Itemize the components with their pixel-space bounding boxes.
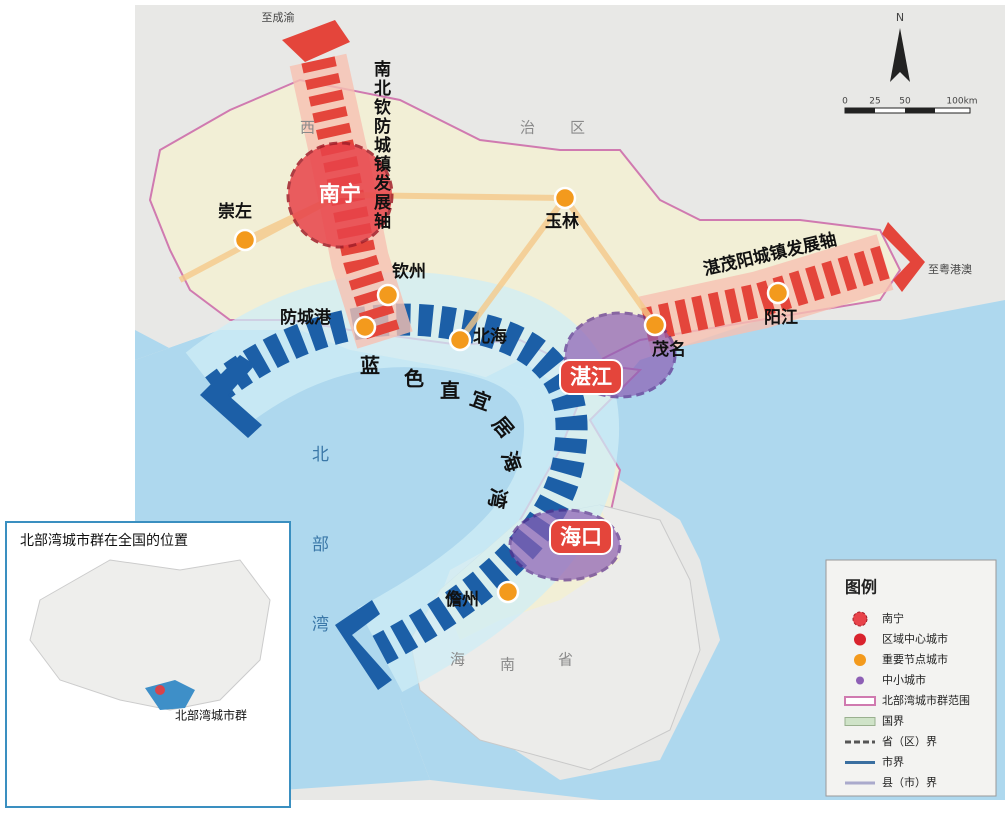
legend-icon: [854, 633, 866, 646]
link: [562, 196, 658, 327]
bay-band: [205, 303, 588, 665]
city-label: 阳江: [764, 308, 798, 328]
city-dot: [496, 580, 520, 604]
direction-label: 至粤港澳: [928, 262, 972, 276]
sea-label: 湾: [312, 615, 329, 635]
link: [457, 196, 568, 342]
city-label: 湛江: [570, 365, 612, 389]
inset-china: [29, 559, 271, 711]
bay-arrow: [335, 600, 392, 690]
inset-title: 北部湾城市群在全国的位置: [20, 532, 188, 549]
legend-title: 图例: [845, 578, 877, 597]
city-dot: [643, 313, 667, 337]
corridor-arrow: [282, 20, 350, 62]
legend-label: 县（市）界: [882, 775, 937, 789]
corridor: [641, 245, 890, 342]
inset-label: 北部湾城市群: [175, 708, 247, 723]
bay-arrow: [200, 355, 262, 438]
inset-marker: [155, 685, 165, 695]
city-dot: [448, 328, 472, 352]
legend-label: 中小城市: [882, 673, 926, 687]
bay-char: 湾: [484, 486, 511, 510]
scale-label: 50: [899, 97, 911, 107]
scale-label: 0: [842, 97, 848, 107]
bay-char: 直: [440, 379, 460, 403]
scale-label: 100km: [946, 97, 977, 107]
region-label: 区: [570, 119, 585, 137]
legend-icon: [856, 676, 864, 685]
city-label: 防城港: [280, 307, 332, 328]
direction-label: 至成渝: [262, 10, 295, 24]
zhanjiang-badge: [559, 359, 623, 395]
legend-label: 重要节点城市: [882, 652, 948, 666]
sea-label: 北: [312, 445, 329, 465]
city-label: 南宁: [319, 182, 361, 206]
city-dot: [233, 228, 257, 252]
city-label: 北海: [473, 326, 507, 347]
compass-arrow: [890, 28, 910, 82]
city-dot: [766, 281, 790, 305]
city-label: 海口: [560, 525, 602, 549]
city-label: 儋州: [445, 589, 479, 610]
legend-label: 省（区）界: [882, 735, 937, 748]
compass-label: N: [896, 11, 904, 24]
corridor-arrow: [882, 222, 925, 292]
legend-label: 市界: [882, 755, 904, 769]
legend-label: 北部湾城市群范围: [882, 693, 970, 707]
legend-label: 南宁: [882, 611, 904, 625]
sea-label: 部: [312, 535, 329, 555]
region-label: 海: [450, 651, 465, 669]
legend-label: 国界: [882, 715, 904, 728]
legend-icon: [854, 654, 866, 666]
city-label: 茂名: [652, 339, 686, 360]
region-label: 西: [300, 119, 315, 137]
city-dot: [353, 315, 377, 339]
scale-label: 25: [869, 97, 880, 107]
legend-icon: [844, 717, 876, 726]
city-label: 钦州: [392, 261, 426, 282]
city-label: 玉林: [545, 211, 579, 232]
node-cities: [233, 186, 790, 604]
region-label: 南: [500, 656, 515, 674]
nanning-zone: [286, 141, 394, 249]
region-label: 省: [558, 651, 573, 669]
city-label: 崇左: [218, 201, 252, 222]
city-dot: [553, 186, 577, 210]
axis-label: 南北钦防城镇发展轴: [370, 59, 392, 231]
region-label: 治: [520, 119, 535, 137]
legend-label: 区域中心城市: [882, 632, 948, 646]
bay-char: 蓝: [360, 354, 380, 378]
scale-bar: [845, 108, 875, 113]
haikou-badge: [549, 519, 613, 555]
city-dot: [376, 283, 400, 307]
legend-icon: [852, 611, 868, 627]
legend: [825, 559, 997, 797]
sea: [135, 300, 1005, 800]
legend-icon: [844, 696, 876, 706]
scale-bar: [905, 108, 935, 113]
bay-char: 色: [404, 367, 424, 391]
